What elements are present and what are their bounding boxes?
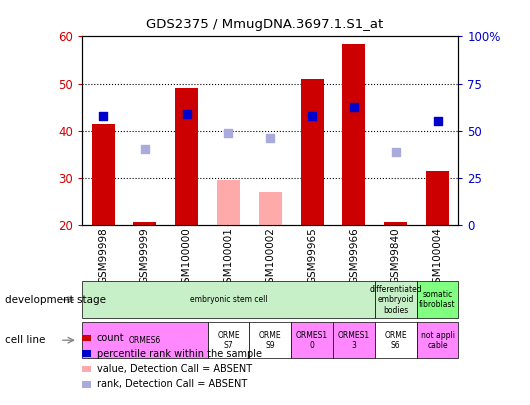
Point (140, 146, 149, 153)
Bar (92, 124, 114, 225)
Text: ORMES1
3: ORMES1 3 (338, 330, 370, 350)
Bar (134, 222, 156, 225)
Bar (384, 222, 407, 225)
Text: count: count (97, 333, 125, 343)
Text: not appli
cable: not appli cable (420, 330, 455, 350)
Point (266, 134, 275, 141)
Text: ORME
S6: ORME S6 (384, 330, 407, 350)
Point (224, 130, 233, 136)
Text: rank, Detection Call = ABSENT: rank, Detection Call = ABSENT (97, 379, 247, 389)
Bar (217, 180, 240, 225)
Text: percentile rank within the sample: percentile rank within the sample (97, 349, 262, 358)
Text: ORME
S9: ORME S9 (259, 330, 281, 350)
Text: ORMES1
0: ORMES1 0 (296, 330, 328, 350)
Point (392, 149, 400, 155)
Text: cell line: cell line (5, 335, 46, 345)
Point (434, 118, 442, 124)
Text: development stage: development stage (5, 295, 107, 305)
Text: GDS2375 / MmugDNA.3697.1.S1_at: GDS2375 / MmugDNA.3697.1.S1_at (146, 18, 384, 31)
Point (182, 111, 191, 117)
Point (308, 113, 316, 120)
Point (99, 113, 107, 120)
Text: embryonic stem cell: embryonic stem cell (190, 295, 267, 304)
Text: differentiated
embryoid
bodies: differentiated embryoid bodies (369, 285, 422, 315)
Text: ORME
S7: ORME S7 (217, 330, 240, 350)
Bar (301, 79, 324, 225)
Text: somatic
fibroblast: somatic fibroblast (419, 290, 456, 309)
Text: ORMES6: ORMES6 (129, 336, 161, 345)
Text: value, Detection Call = ABSENT: value, Detection Call = ABSENT (97, 364, 252, 374)
Bar (426, 171, 449, 225)
Point (350, 104, 358, 110)
Bar (259, 192, 282, 225)
Bar (342, 43, 365, 225)
Bar (175, 88, 198, 225)
